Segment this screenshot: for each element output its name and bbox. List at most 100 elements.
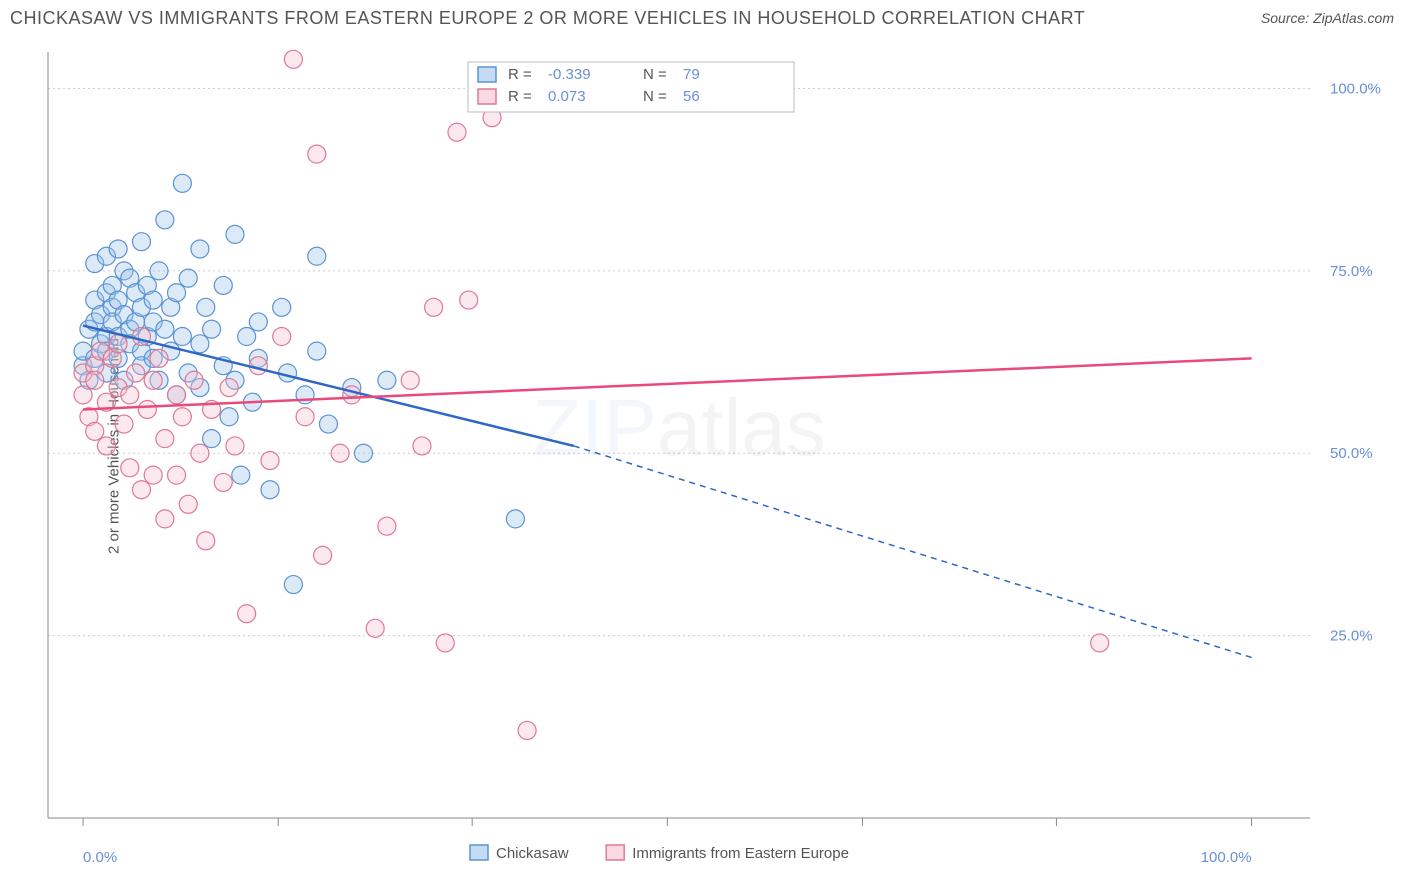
- scatter-point: [138, 400, 156, 418]
- scatter-point: [448, 123, 466, 141]
- scatter-point: [156, 430, 174, 448]
- scatter-point: [355, 444, 373, 462]
- scatter-point: [378, 517, 396, 535]
- y-tick-label: 50.0%: [1330, 445, 1373, 462]
- scatter-point: [518, 721, 536, 739]
- scatter-point: [425, 298, 443, 316]
- scatter-point: [308, 342, 326, 360]
- scatter-point: [173, 408, 191, 426]
- scatter-point: [173, 328, 191, 346]
- legend-n-value: 56: [683, 88, 700, 105]
- scatter-point: [150, 262, 168, 280]
- scatter-point: [109, 240, 127, 258]
- scatter-point: [220, 408, 238, 426]
- scatter-point: [261, 481, 279, 499]
- scatter-point: [168, 284, 186, 302]
- legend-swatch: [470, 845, 488, 860]
- scatter-point: [86, 422, 104, 440]
- legend-n-label: N =: [643, 88, 667, 105]
- scatter-point: [156, 510, 174, 528]
- scatter-point: [284, 50, 302, 68]
- scatter-point: [197, 298, 215, 316]
- legend-r-label: R =: [508, 88, 532, 105]
- scatter-point: [132, 233, 150, 251]
- scatter-point: [249, 357, 267, 375]
- scatter-point: [173, 174, 191, 192]
- legend-swatch: [606, 845, 624, 860]
- scatter-point: [214, 473, 232, 491]
- trend-line-extrapolated: [574, 446, 1252, 658]
- scatter-point: [214, 276, 232, 294]
- scatter-point: [232, 466, 250, 484]
- x-tick-label: 0.0%: [83, 849, 117, 866]
- scatter-point: [308, 247, 326, 265]
- legend-series-label: Chickasaw: [496, 845, 569, 862]
- scatter-point: [273, 298, 291, 316]
- scatter-point: [185, 371, 203, 389]
- legend-series-label: Immigrants from Eastern Europe: [632, 845, 849, 862]
- scatter-point: [121, 459, 139, 477]
- scatter-point: [460, 291, 478, 309]
- scatter-point: [366, 619, 384, 637]
- scatter-point: [249, 313, 267, 331]
- scatter-point: [226, 225, 244, 243]
- legend-r-value: 0.073: [548, 88, 586, 105]
- legend-r-label: R =: [508, 66, 532, 83]
- scatter-point: [197, 532, 215, 550]
- scatter-point: [203, 430, 221, 448]
- scatter-point: [74, 386, 92, 404]
- scatter-point: [179, 269, 197, 287]
- scatter-point: [168, 466, 186, 484]
- scatter-point: [314, 546, 332, 564]
- scatter-point: [238, 605, 256, 623]
- scatter-point: [121, 386, 139, 404]
- scatter-point: [179, 495, 197, 513]
- scatter-point: [308, 145, 326, 163]
- scatter-point: [436, 634, 454, 652]
- scatter-point: [150, 349, 168, 367]
- scatter-point: [261, 452, 279, 470]
- scatter-point: [331, 444, 349, 462]
- scatter-point: [109, 335, 127, 353]
- scatter-point: [132, 481, 150, 499]
- scatter-point: [343, 386, 361, 404]
- y-tick-label: 25.0%: [1330, 628, 1373, 645]
- scatter-point: [226, 437, 244, 455]
- scatter-point: [127, 364, 145, 382]
- scatter-point: [144, 291, 162, 309]
- scatter-point: [220, 379, 238, 397]
- scatter-point: [144, 466, 162, 484]
- legend-n-value: 79: [683, 66, 700, 83]
- scatter-point: [284, 576, 302, 594]
- scatter-point: [156, 320, 174, 338]
- y-tick-label: 75.0%: [1330, 263, 1373, 280]
- scatter-point: [273, 328, 291, 346]
- scatter-point: [86, 371, 104, 389]
- y-tick-label: 100.0%: [1330, 80, 1381, 97]
- watermark: ZIPatlas: [532, 383, 825, 472]
- scatter-point: [191, 240, 209, 258]
- scatter-point: [1091, 634, 1109, 652]
- legend-swatch: [478, 89, 496, 104]
- scatter-point: [156, 211, 174, 229]
- legend-swatch: [478, 67, 496, 82]
- scatter-chart: 25.0% 50.0% 75.0% 100.0% ZIPatlas 0.0% 100.0% R…: [0, 0, 1406, 892]
- scatter-point: [191, 335, 209, 353]
- scatter-point: [97, 437, 115, 455]
- scatter-point: [132, 328, 150, 346]
- scatter-point: [378, 371, 396, 389]
- legend-r-value: -0.339: [548, 66, 591, 83]
- scatter-point: [203, 320, 221, 338]
- scatter-point: [413, 437, 431, 455]
- x-tick-label: 100.0%: [1201, 849, 1252, 866]
- scatter-point: [238, 328, 256, 346]
- scatter-point: [144, 371, 162, 389]
- scatter-point: [168, 386, 186, 404]
- scatter-point: [191, 444, 209, 462]
- scatter-point: [296, 408, 314, 426]
- scatter-point: [401, 371, 419, 389]
- scatter-point: [115, 415, 133, 433]
- scatter-point: [319, 415, 337, 433]
- scatter-point: [506, 510, 524, 528]
- legend-n-label: N =: [643, 66, 667, 83]
